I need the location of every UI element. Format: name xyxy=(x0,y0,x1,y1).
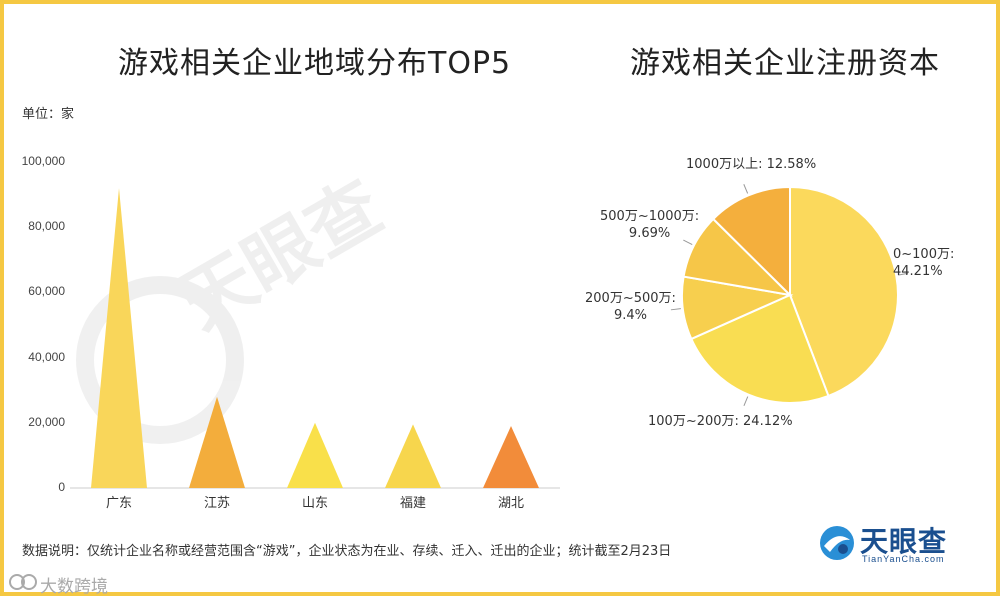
pie-leader-line xyxy=(683,239,693,246)
bar-chart-title: 游戏相关企业地域分布TOP5 xyxy=(118,46,512,81)
pie-slice-1000万以上 xyxy=(711,185,791,298)
svg-text:天眼查: 天眼查 xyxy=(167,164,396,345)
tianyancha-logo-icon xyxy=(820,526,854,560)
y-tick-label: 80,000 xyxy=(28,219,65,234)
bar-福建 xyxy=(385,424,441,488)
bar-江苏 xyxy=(189,396,245,488)
y-tick-label: 0 xyxy=(58,480,65,494)
pie-label: 100万~200万: 24.12% xyxy=(648,414,793,429)
brand-logo: 天眼查 TianYanCha.com xyxy=(818,520,978,570)
pie-slices xyxy=(681,185,899,404)
bar-湖北 xyxy=(483,426,539,488)
x-category-label: 广东 xyxy=(105,496,132,511)
pie-leader-line xyxy=(743,396,749,406)
data-note: 数据说明：仅统计企业名称或经营范围含“游戏”，企业状态为在业、存续、迁入、迁出的… xyxy=(22,544,672,559)
x-category-label: 江苏 xyxy=(203,496,230,511)
pie-label: 0~100万: 44.21% xyxy=(893,247,955,279)
pie-label: 500万~1000万: 9.69% xyxy=(600,209,700,241)
pie-slice-100万~200万 xyxy=(690,293,830,404)
pie-slice-0~100万 xyxy=(789,185,899,398)
pie-leader-line xyxy=(898,272,909,276)
y-tick-label: 20,000 xyxy=(28,414,65,429)
pie-leader-line xyxy=(670,308,681,311)
pie-label: 200万~500万: 9.4% xyxy=(585,291,676,323)
x-category-label: 山东 xyxy=(301,496,328,511)
y-tick-label: 100,000 xyxy=(21,154,65,168)
pie-leader-lines xyxy=(670,184,909,406)
brand-name: 天眼查 xyxy=(860,525,948,558)
bar-series xyxy=(91,188,539,488)
brand-url: TianYanCha.com xyxy=(862,554,945,564)
unit-label: 单位：家 xyxy=(22,107,75,122)
x-category-label: 湖北 xyxy=(497,496,524,511)
y-tick-label: 60,000 xyxy=(28,284,65,299)
pie-label: 1000万以上: 12.58% xyxy=(686,157,817,172)
y-tick-label: 40,000 xyxy=(28,349,65,364)
source-watermark-icon xyxy=(9,574,37,590)
source-watermark: 大数跨境 xyxy=(40,577,108,597)
x-category-label: 福建 xyxy=(399,496,426,511)
pie-leader-line xyxy=(743,184,749,194)
bar-山东 xyxy=(287,422,343,488)
pie-chart-title: 游戏相关企业注册资本 xyxy=(630,46,940,81)
bar-广东 xyxy=(91,188,147,488)
